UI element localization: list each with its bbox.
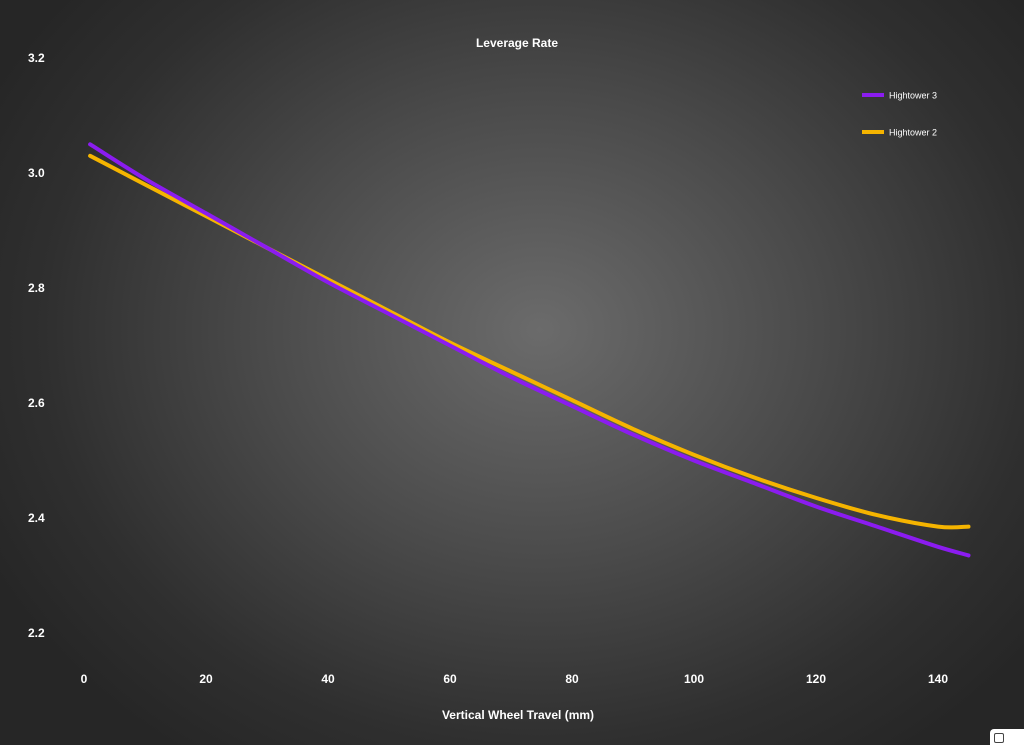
y-tick-label: 2.8: [28, 281, 45, 295]
x-tick-label: 0: [81, 672, 88, 686]
y-tick-label: 2.2: [28, 626, 45, 640]
x-axis-ticks: 0 20 40 60 80 100 120 140: [81, 672, 949, 686]
x-tick-label: 40: [321, 672, 335, 686]
x-tick-label: 100: [684, 672, 704, 686]
y-tick-label: 3.2: [28, 51, 45, 65]
y-axis-ticks: 2.2 2.4 2.6 2.8 3.0 3.2: [28, 51, 45, 640]
y-tick-label: 3.0: [28, 166, 45, 180]
legend-label: Hightower 2: [889, 128, 937, 138]
series-line-hightower-3: [88, 142, 971, 558]
x-axis-label: Vertical Wheel Travel (mm): [442, 708, 594, 722]
checkbox-icon: [994, 733, 1004, 743]
x-tick-label: 60: [443, 672, 457, 686]
series-line-hightower-2: [88, 153, 971, 530]
legend: Hightower 3 Hightower 2: [862, 91, 937, 138]
y-tick-label: 2.4: [28, 511, 45, 525]
chart-title: Leverage Rate: [476, 36, 558, 50]
x-tick-label: 120: [806, 672, 826, 686]
corner-widget[interactable]: [990, 729, 1024, 745]
legend-label: Hightower 3: [889, 91, 937, 101]
series-lines: [88, 142, 971, 558]
x-tick-label: 20: [199, 672, 213, 686]
x-tick-label: 80: [565, 672, 579, 686]
y-tick-label: 2.6: [28, 396, 45, 410]
x-tick-label: 140: [928, 672, 948, 686]
